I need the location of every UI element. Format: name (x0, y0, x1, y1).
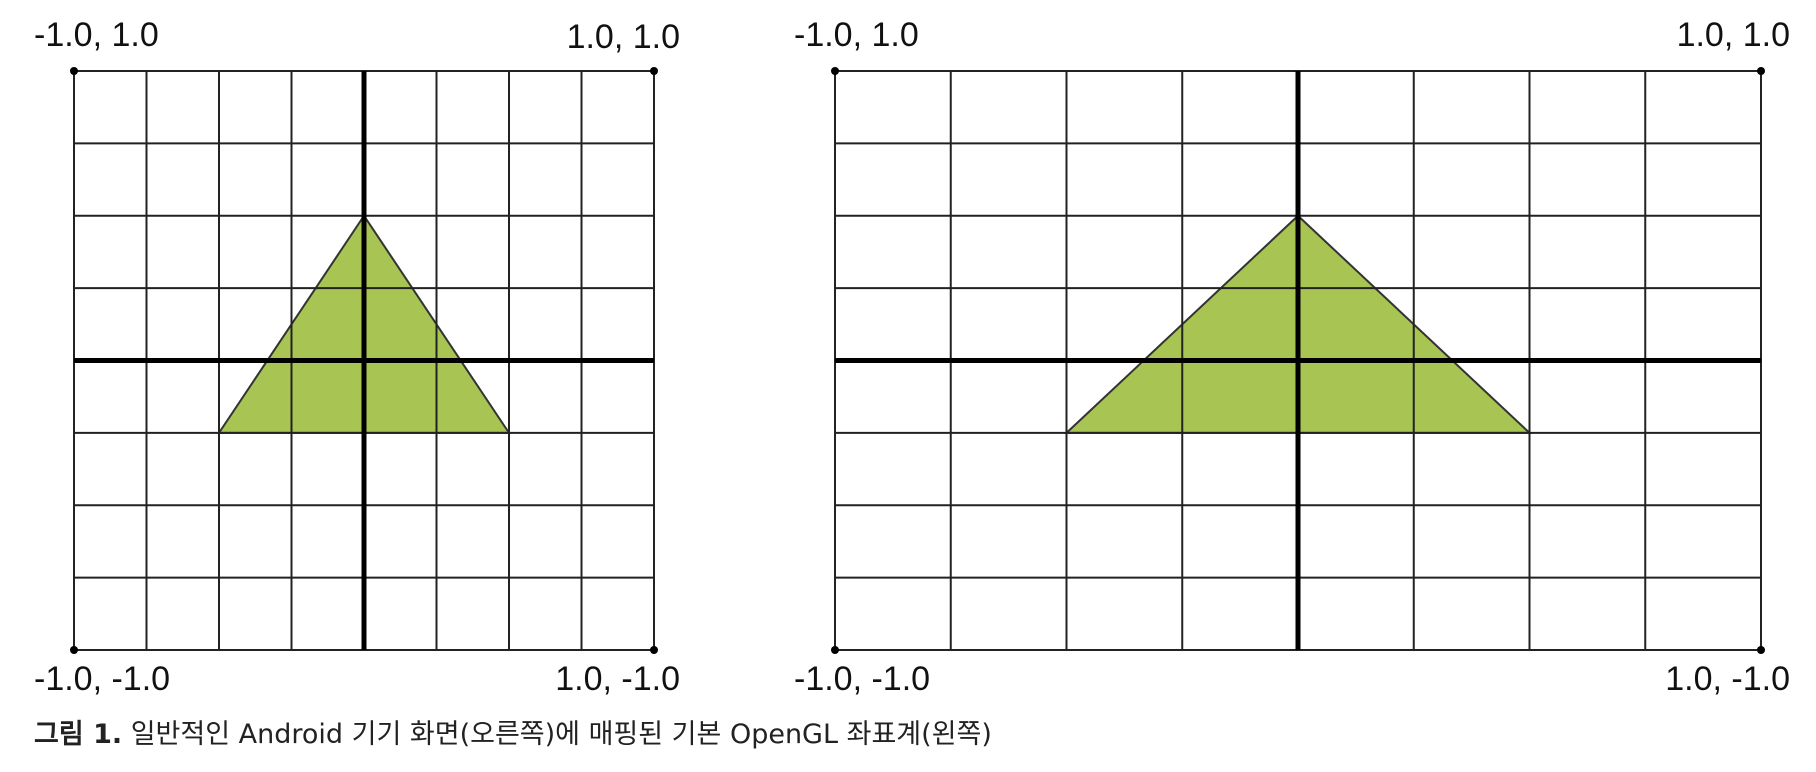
corner-dot (1757, 646, 1765, 654)
caption: 그림 1. 일반적인 Android 기기 화면(오른쪽)에 매핑된 기본 Op… (34, 712, 992, 751)
caption-text: 일반적인 Android 기기 화면(오른쪽)에 매핑된 기본 OpenGL 좌… (130, 719, 992, 750)
corner-label: 1.0, 1.0 (1677, 16, 1790, 54)
corner-dot (1757, 67, 1765, 75)
corner-dot (70, 67, 78, 75)
corner-label: -1.0, 1.0 (794, 16, 919, 54)
corner-label: -1.0, 1.0 (34, 16, 159, 54)
diagram: -1.0, 1.0 1.0, 1.0 -1.0, -1.0 1.0, -1.0 … (34, 16, 1790, 698)
corner-label: -1.0, -1.0 (794, 660, 930, 698)
corner-label: 1.0, 1.0 (567, 18, 680, 56)
corner-dot (831, 67, 839, 75)
corner-label: 1.0, -1.0 (1665, 660, 1790, 698)
corner-label: 1.0, -1.0 (555, 660, 680, 698)
corner-dot (650, 67, 658, 75)
corner-dot (70, 646, 78, 654)
corner-dot (650, 646, 658, 654)
corner-dot (831, 646, 839, 654)
corner-label: -1.0, -1.0 (34, 660, 170, 698)
caption-label: 그림 1. (34, 719, 123, 750)
